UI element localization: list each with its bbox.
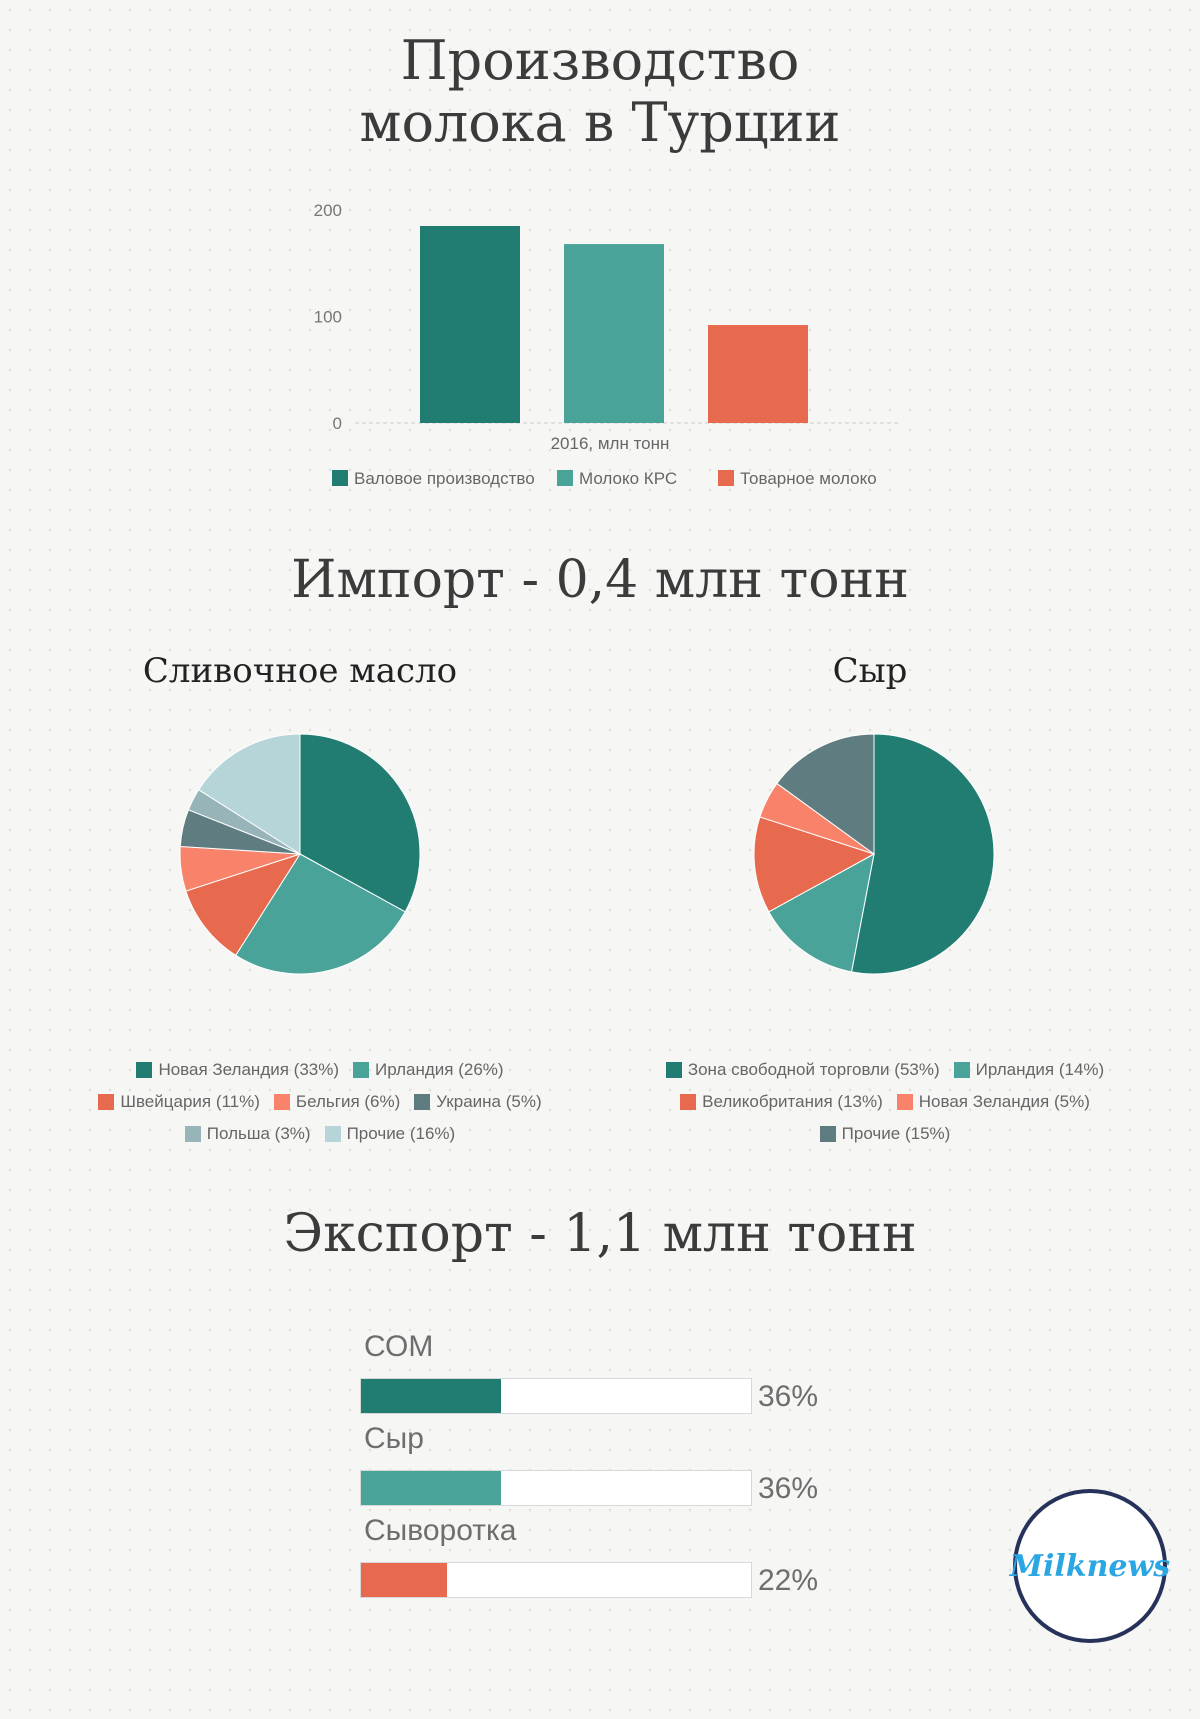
butter-pie-legend: Новая Зеландия (33%) Ирландия (26%) Швейца… [40,1060,600,1170]
legend-swatch [680,1094,697,1110]
pie-slice-2 [768,853,875,973]
export-category-label: Сыворотка [364,1514,517,1547]
cheese-pie-legend: Зона свободной торговли (53%) Ирландия (1… [600,1060,1170,1170]
import-title: Импорт - 0,4 млн тонн [291,550,909,610]
legend-row: Новая Зеландия (33%) Ирландия (26%) [40,1060,600,1080]
butter-pie-title: Сливочное масло [142,651,458,691]
legend-item: Великобритания (13%) [680,1092,883,1112]
legend-swatch [184,1126,201,1142]
y-tick-label: 100 [314,308,342,327]
legend-label: Новая Зеландия (33%) [158,1060,340,1079]
pie-slice-3 [185,853,302,957]
legend-label: Ирландия (14%) [975,1060,1105,1079]
legend-item: Новая Зеландия (5%) [896,1092,1090,1112]
legend-swatch [414,1094,431,1110]
legend-label: Ирландия (26%) [375,1060,504,1079]
export-bar-fill [361,1471,502,1505]
export-bar-chart: СОМ 36% Сыр 36% Сыворотка 22% [0,1330,1200,1630]
export-value-label: 22% [758,1564,819,1597]
legend-label: Украина (5%) [436,1092,542,1111]
pie-slice-1 [850,733,995,975]
legend-swatch [953,1062,970,1078]
export-bar-track [360,1378,752,1414]
legend-row: Польша (3%) Прочие (16%) [40,1124,600,1144]
export-bar-track [360,1562,752,1598]
legend-swatch [332,470,348,486]
export-value-label: 36% [758,1472,819,1505]
pie-slice-1 [299,733,421,913]
pie-slice-7 [197,733,301,855]
legend-swatch [353,1062,370,1078]
pie-slice-2 [235,853,406,975]
legend-label: Польша (3%) [206,1124,311,1143]
x-category-label: 2016, млн тонн [551,434,670,453]
main-title-line1: Производство [400,29,800,92]
butter-pie-chart [179,733,421,975]
legend-label: Прочие (15%) [841,1124,951,1143]
legend-item: Швейцария (11%) [98,1092,260,1112]
legend-label: Новая Зеландия (5%) [918,1092,1090,1111]
legend-item: Ирландия (14%) [953,1060,1105,1080]
legend-label: Бельгия (6%) [295,1092,401,1111]
logo-text: Milknews [1009,1548,1171,1584]
export-value-label: 36% [758,1380,819,1413]
legend-swatch [718,470,734,486]
pie-slice-5 [776,733,875,855]
legend-swatch [665,1062,682,1078]
production-bar-chart: 0 100 200 2016, млн тонн Валовое производств… [314,201,900,488]
legend-label: Швейцария (11%) [120,1092,260,1111]
legend-item: Зона свободной торговли (53%) [665,1060,940,1080]
legend-swatch [557,470,573,486]
legend-swatch [136,1062,153,1078]
legend-swatch [896,1094,913,1110]
milknews-logo: Milknews [1009,1489,1171,1643]
legend-swatch [819,1126,836,1142]
cheese-pie-chart [753,733,995,975]
legend-label: Великобритания (13%) [702,1092,883,1111]
y-tick-label: 0 [333,414,342,433]
cheese-pie-title: Сыр [832,651,908,691]
export-category-label: Сыр [364,1422,424,1455]
legend-item: Прочие (16%) [324,1124,456,1144]
main-title-line2: молока в Турции [359,91,841,154]
export-title: Экспорт - 1,1 млн тонн [283,1204,917,1264]
pie-slice-3 [753,816,876,913]
legend-item: Новая Зеландия (33%) [136,1060,339,1080]
bar-1 [420,225,520,423]
legend-item: Ирландия (26%) [353,1060,504,1080]
legend-label: Зона свободной торговли (53%) [687,1060,940,1079]
legend-item: Прочие (15%) [819,1124,951,1144]
y-tick-label: 200 [314,201,342,220]
legend-row: Швейцария (11%) Бельгия (6%) Украина (5%) [40,1092,600,1112]
legend-item: Украина (5%) [414,1092,542,1112]
export-bar-fill [361,1563,447,1597]
legend-label: Товарное молоко [740,469,877,488]
bar-3 [708,325,808,423]
legend-swatch [324,1126,341,1142]
legend-swatch [98,1094,115,1110]
legend-item: Бельгия (6%) [273,1092,401,1112]
main-title: Производство молока в Турции [0,30,1200,154]
export-bar-fill [361,1379,502,1413]
legend-label: Прочие (16%) [346,1124,456,1143]
export-bar-track [360,1470,752,1506]
legend-swatch [273,1094,290,1110]
legend-label: Валовое производство [354,469,535,488]
legend-label: Молоко КРС [579,469,677,488]
export-category-label: СОМ [364,1330,434,1363]
legend-item: Польша (3%) [184,1124,311,1144]
legend-row: Зона свободной торговли (53%) Ирландия (1… [600,1060,1170,1080]
legend-row: Великобритания (13%) Новая Зеландия (5%) [600,1092,1170,1112]
bar-2 [564,244,664,423]
legend-row: Прочие (15%) [600,1124,1170,1144]
